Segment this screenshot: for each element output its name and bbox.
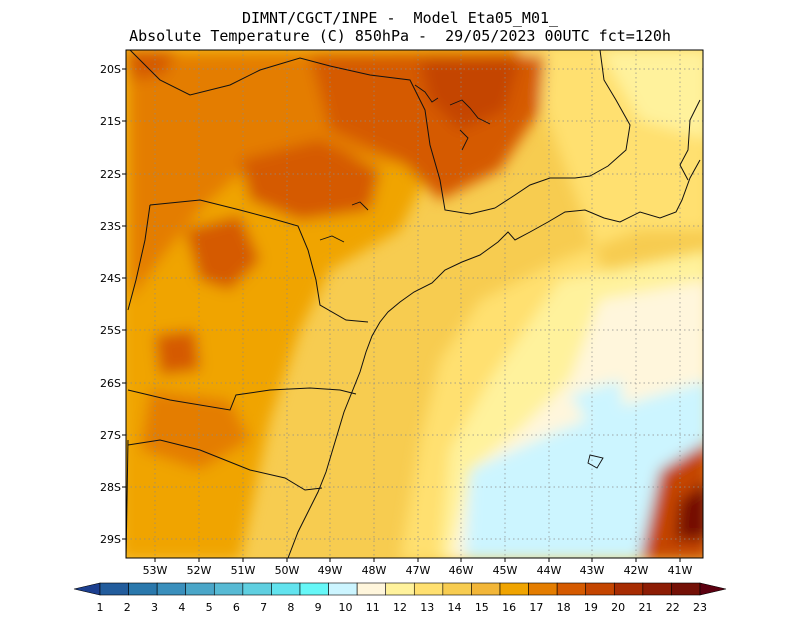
colorbar-swatch [556, 582, 587, 596]
lat-label: 24S [100, 272, 121, 285]
lat-label: 25S [100, 324, 121, 337]
lon-label: 43W [580, 564, 605, 577]
colorbar-label: 8 [287, 601, 294, 614]
colorbar-label: 6 [233, 601, 240, 614]
colorbar-label: 2 [124, 601, 131, 614]
lon-label: 48W [362, 564, 387, 577]
colorbar-swatch [528, 582, 558, 596]
colorbar-swatch [356, 582, 387, 596]
colorbar-label: 14 [448, 601, 462, 614]
border-mg-es [574, 50, 631, 179]
colorbar-swatch [128, 582, 158, 596]
border-sc-rs [127, 439, 323, 491]
colorbar-label: 4 [178, 601, 185, 614]
colorbar-label: 21 [638, 601, 652, 614]
lat-label: 28S [100, 481, 121, 494]
colorbar-label: 16 [502, 601, 516, 614]
lat-label: 29S [100, 533, 121, 546]
lon-label: 53W [143, 564, 168, 577]
colorbar-label: 18 [557, 601, 571, 614]
temperature-field [126, 50, 703, 558]
colorbar-swatch [442, 582, 472, 596]
colorbar-swatch [642, 582, 672, 596]
colorbar-label: 15 [475, 601, 489, 614]
colorbar-label: 1 [97, 601, 104, 614]
colorbar-swatch [613, 582, 644, 596]
axis-ticks [122, 68, 681, 562]
colorbar-swatch [299, 582, 329, 596]
colorbar-swatch [328, 582, 358, 596]
colorbar-swatch [242, 582, 272, 596]
lat-label: 22S [100, 168, 121, 181]
lon-label: 45W [493, 564, 518, 577]
colorbar-swatch [73, 582, 101, 596]
lon-label: 51W [231, 564, 256, 577]
title-line-1: DIMNT/CGCT/INPE - Model Eta05_M01_ [241, 9, 559, 27]
colorbar-label: 5 [206, 601, 213, 614]
lon-label: 49W [318, 564, 343, 577]
colorbar-label: 3 [151, 601, 158, 614]
colorbar-label: 23 [693, 601, 707, 614]
lat-label: 23S [100, 220, 121, 233]
map-frame [125, 49, 704, 559]
colorbar-swatch [499, 582, 529, 596]
border-es-rj [679, 99, 701, 181]
colorbar-swatch [471, 582, 501, 596]
lat-label: 26S [100, 377, 121, 390]
colorbar-swatch [99, 582, 129, 596]
lon-label: 47W [406, 564, 431, 577]
lon-label: 41W [668, 564, 693, 577]
lat-label: 27S [100, 429, 121, 442]
border-pr-sc [127, 387, 357, 411]
border-ms-pr [127, 204, 151, 311]
colorbar-swatch [385, 582, 415, 596]
border-sp-pr [149, 199, 369, 323]
grid-lines [126, 50, 703, 558]
colorbar-label: 7 [260, 601, 267, 614]
colorbar-swatch [185, 582, 215, 596]
colorbar-label: 11 [366, 601, 380, 614]
reservoirs [319, 84, 604, 469]
colorbar-label: 9 [315, 601, 322, 614]
lat-label: 20S [100, 63, 121, 76]
colorbar-swatch [671, 582, 701, 596]
lon-label: 46W [449, 564, 474, 577]
lon-label: 42W [624, 564, 649, 577]
colorbar: 1 2 3 4 5 6 7 8 9 10 11 12 13 14 15 16 17 18 19 20 21 22 23 [73, 582, 727, 614]
lon-label: 50W [275, 564, 300, 577]
colorbar-swatch [213, 582, 244, 596]
colorbar-label: 22 [666, 601, 680, 614]
lon-label: 52W [187, 564, 212, 577]
border-mg-sp [129, 50, 496, 215]
border-mg-rj [494, 177, 575, 209]
colorbar-label: 20 [611, 601, 625, 614]
coastline [287, 159, 701, 558]
title-line-2: Absolute Temperature (C) 850hPa - 29/05/… [129, 27, 671, 45]
lat-label: 21S [100, 115, 121, 128]
colorbar-label: 12 [393, 601, 407, 614]
colorbar-label: 10 [338, 601, 352, 614]
colorbar-swatch [585, 582, 615, 596]
colorbar-label: 13 [420, 601, 434, 614]
colorbar-swatch [413, 582, 444, 596]
colorbar-swatch [699, 582, 727, 596]
colorbar-swatch [156, 582, 187, 596]
colorbar-swatch [271, 582, 301, 596]
lon-label: 44W [537, 564, 562, 577]
colorbar-label: 19 [584, 601, 598, 614]
colorbar-label: 17 [529, 601, 543, 614]
